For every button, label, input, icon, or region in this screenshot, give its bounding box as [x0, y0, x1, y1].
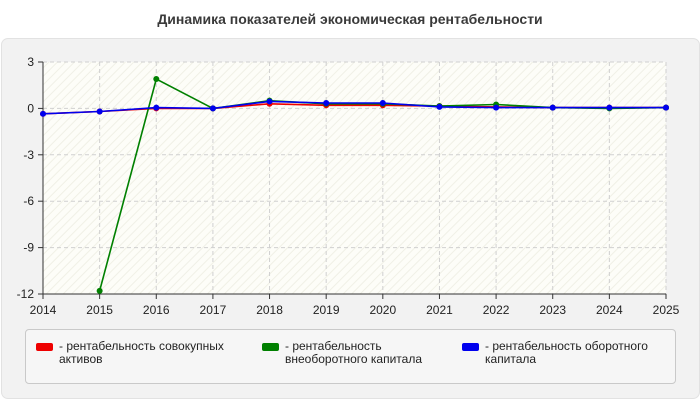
- x-tick-label: 2022: [483, 303, 510, 317]
- legend-label: - рентабельность совокупных активов: [59, 339, 224, 366]
- plot-area: [43, 62, 666, 294]
- data-point: [606, 104, 613, 111]
- series-group: [40, 76, 669, 294]
- x-tick-label: 2019: [313, 303, 340, 317]
- legend-label: - рентабельность оборотного капитала: [485, 339, 648, 366]
- legend-item-assets[interactable]: - рентабельность совокупных активов: [36, 340, 251, 366]
- x-tick-label: 2025: [653, 303, 680, 317]
- data-point: [209, 105, 216, 112]
- x-tick-label: 2017: [200, 303, 227, 317]
- data-point: [663, 104, 669, 111]
- y-tick-label: -12: [17, 287, 35, 301]
- y-tick-label: -9: [23, 241, 34, 255]
- x-tick-label: 2023: [539, 303, 566, 317]
- x-tick-label: 2024: [596, 303, 623, 317]
- data-point: [266, 98, 273, 105]
- x-tick-label: 2015: [86, 303, 113, 317]
- data-point: [436, 103, 443, 110]
- data-point: [323, 99, 330, 106]
- data-point: [549, 104, 556, 111]
- x-tick-label: 2016: [143, 303, 170, 317]
- data-point: [493, 104, 500, 111]
- x-axis-ticks: 2014 2015 2016 2017 2018 2019 2020 2021 2022 2023…: [30, 294, 680, 317]
- y-tick-label: -3: [23, 148, 34, 162]
- data-point: [379, 99, 386, 106]
- legend-label: - рентабельность внеоборотного капитала: [285, 339, 422, 366]
- series-3: [40, 98, 669, 117]
- legend: - рентабельность совокупных активов - ре…: [25, 329, 676, 384]
- x-tick-label: 2020: [369, 303, 396, 317]
- legend-item-current[interactable]: - рентабельность оборотного капитала: [462, 340, 672, 366]
- series-line: [42, 100, 666, 115]
- x-tick-label: 2014: [30, 303, 57, 317]
- x-tick-label: 2021: [426, 303, 453, 317]
- legend-swatch-red: [36, 343, 53, 351]
- data-point: [153, 104, 160, 111]
- x-tick-label: 2018: [256, 303, 283, 317]
- y-tick-label: 3: [27, 55, 34, 69]
- legend-swatch-green: [262, 343, 279, 351]
- y-axis-ticks: 3 0 -3 -6 -9 -12: [17, 55, 43, 301]
- y-tick-label: -6: [23, 194, 34, 208]
- data-point: [153, 76, 160, 83]
- axes: [42, 62, 666, 295]
- legend-swatch-blue: [462, 343, 479, 351]
- legend-item-noncurrent[interactable]: - рентабельность внеоборотного капитала: [262, 340, 452, 366]
- data-point: [96, 108, 103, 115]
- data-point: [96, 287, 103, 294]
- y-tick-label: 0: [27, 101, 34, 115]
- data-point: [40, 110, 46, 117]
- chart-title: Динамика показателей экономическая рента…: [157, 11, 543, 27]
